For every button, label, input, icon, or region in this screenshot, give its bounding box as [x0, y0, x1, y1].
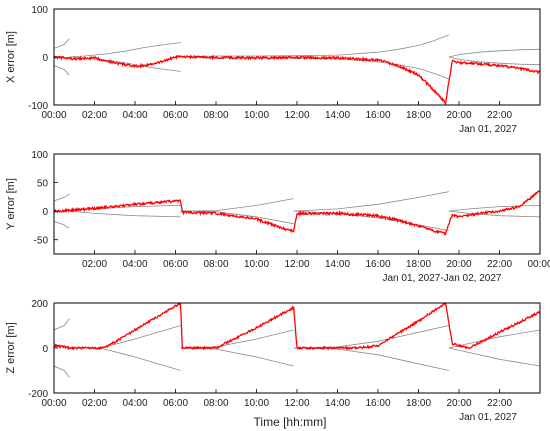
z-bound-upper-segment-0 [54, 318, 70, 331]
y-bound-upper-segment-2 [180, 198, 294, 212]
z-xtick-label-7: 14:00 [325, 398, 350, 409]
y-bound-lower-segment-0 [54, 221, 70, 229]
y-bound-lower-segment-1 [69, 210, 181, 218]
y-y-axis-label: Y error [m] [5, 178, 17, 230]
z-xtick-label-5: 10:00 [244, 398, 269, 409]
y-ytick-label-2: 0 [42, 207, 48, 218]
y-xtick-label-8: 18:00 [406, 259, 431, 270]
z-bound-lower-segment-1 [69, 347, 181, 371]
z-ytick-label-0: 200 [31, 299, 48, 310]
y-plot-area [54, 190, 540, 236]
y-ytick-label-1: 50 [37, 179, 49, 190]
x-xtick-label-7: 14:00 [325, 110, 350, 121]
x-bound-upper-segment-0 [54, 38, 70, 49]
y-xtick-label-4: 10:00 [244, 259, 269, 270]
x-bound-upper-segment-3 [448, 48, 540, 58]
z-xtick-label-8: 16:00 [365, 398, 390, 409]
x-date-label: Jan 01, 2027 [459, 124, 517, 135]
y-bound-upper-segment-3 [293, 191, 449, 212]
y-xtick-label-5: 12:00 [284, 259, 309, 270]
z-y-axis-label: Z error [m] [5, 322, 17, 373]
y-xtick-label-11: 00:00 [527, 259, 550, 270]
x-xtick-label-6: 12:00 [284, 110, 309, 121]
z-plot-area [54, 303, 540, 378]
x-error-line [54, 54, 540, 105]
x-ytick-label-0: 100 [31, 5, 48, 16]
x-bound-upper-segment-1 [69, 42, 181, 58]
y-xtick-label-3: 08:00 [203, 259, 228, 270]
z-xtick-label-4: 08:00 [203, 398, 228, 409]
x-bound-lower-segment-0 [54, 65, 70, 76]
x-xtick-label-10: 20:00 [446, 110, 471, 121]
x-bound-lower-segment-3 [448, 56, 540, 66]
z-date-label: Jan 01, 2027 [459, 412, 517, 423]
x-xtick-label-8: 16:00 [365, 110, 390, 121]
y-bound-lower-segment-4 [448, 210, 540, 218]
z-bound-upper-segment-4 [448, 329, 540, 349]
x-xtick-label-1: 02:00 [82, 110, 107, 121]
x-bound-lower-segment-2 [180, 56, 450, 80]
x-ytick-label-2: -100 [28, 101, 48, 112]
z-ytick-label-2: -200 [28, 389, 48, 400]
x-xtick-label-0: 00:00 [41, 110, 66, 121]
y-bound-upper-segment-1 [69, 205, 181, 212]
y-xtick-label-6: 14:00 [325, 259, 350, 270]
z-error-line [54, 303, 540, 351]
z-xtick-label-0: 00:00 [41, 398, 66, 409]
y-bound-upper-segment-0 [54, 193, 70, 202]
y-xtick-label-1: 04:00 [122, 259, 147, 270]
figure-x-axis-label: Time [hh:mm] [254, 415, 327, 429]
z-ytick-label-1: 0 [42, 344, 48, 355]
y-xtick-label-7: 16:00 [365, 259, 390, 270]
z-xtick-label-6: 12:00 [284, 398, 309, 409]
z-xtick-label-9: 18:00 [406, 398, 431, 409]
y-date-label: Jan 01, 2027-Jan 02, 2027 [383, 273, 502, 284]
y-bound-upper-segment-4 [448, 205, 540, 212]
x-plot-area [54, 34, 540, 105]
z-bound-lower-segment-4 [448, 347, 540, 367]
z-bound-lower-segment-3 [293, 347, 449, 371]
x-xtick-label-2: 04:00 [122, 110, 147, 121]
x-xtick-label-5: 10:00 [244, 110, 269, 121]
y-ytick-label-3: -50 [34, 236, 49, 247]
y-ytick-label-0: 100 [31, 150, 48, 161]
y-error-line [54, 190, 540, 236]
x-bound-upper-segment-2 [180, 34, 450, 58]
y-xtick-label-2: 06:00 [163, 259, 188, 270]
y-bound-lower-segment-3 [293, 210, 449, 231]
x-xtick-label-9: 18:00 [406, 110, 431, 121]
z-xtick-label-3: 06:00 [163, 398, 188, 409]
x-xtick-label-4: 08:00 [203, 110, 228, 121]
x-y-axis-label: X error [m] [5, 31, 17, 83]
x-xtick-label-3: 06:00 [163, 110, 188, 121]
y-xtick-label-9: 20:00 [446, 259, 471, 270]
z-bound-lower-segment-0 [54, 365, 70, 378]
x-xtick-label-11: 22:00 [487, 110, 512, 121]
z-xtick-label-10: 20:00 [446, 398, 471, 409]
y-error-panel: 100 50 0 -50 02:00 04:00 06:00 08:00 10:00 12:00 1… [5, 150, 550, 284]
y-bound-lower-segment-2 [180, 210, 294, 225]
y-xtick-label-0: 02:00 [82, 259, 107, 270]
z-xtick-label-1: 02:00 [82, 398, 107, 409]
y-xtick-label-10: 22:00 [487, 259, 512, 270]
x-ytick-label-1: 0 [42, 53, 48, 64]
z-xtick-label-11: 22:00 [487, 398, 512, 409]
z-bound-lower-segment-2 [180, 347, 294, 367]
z-bound-upper-segment-3 [293, 325, 449, 349]
z-xtick-label-2: 04:00 [122, 398, 147, 409]
